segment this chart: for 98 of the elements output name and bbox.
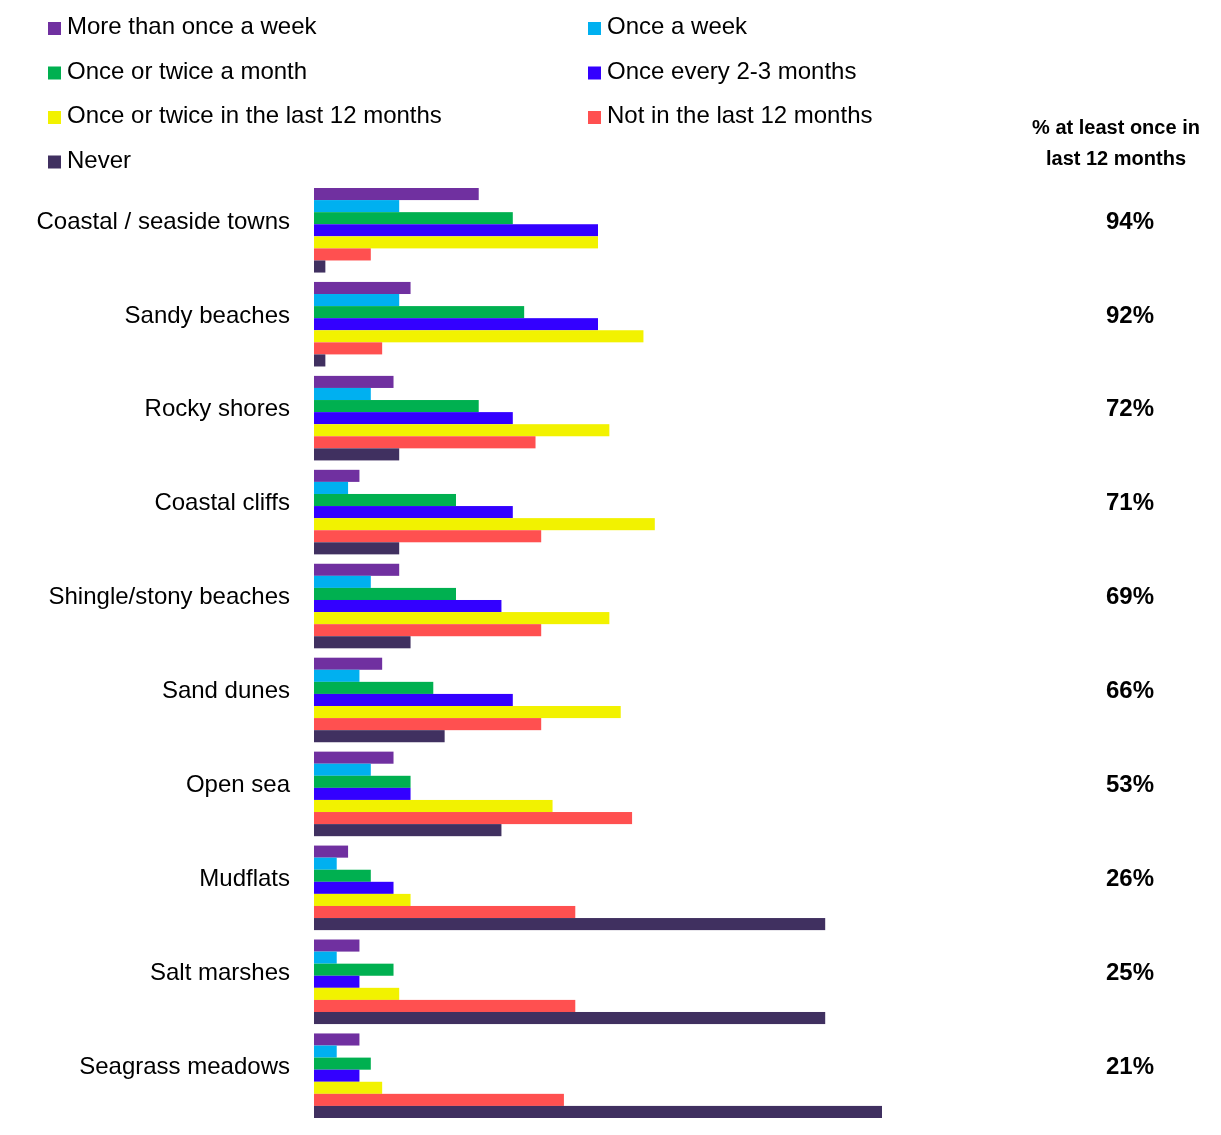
bar [314,575,371,588]
text: 66% [1105,676,1155,704]
bar [314,845,349,858]
legend-label: Once or twice a month [67,56,308,84]
bar [314,224,598,237]
text: 53% [1105,770,1155,798]
bar [314,212,513,225]
bar [314,1069,360,1082]
legend-label: Once a week [607,12,749,40]
text: 72% [1105,394,1155,422]
bar [314,260,326,273]
bar [314,469,360,482]
bar [314,188,479,201]
y-tick-label: Sand dunes [161,676,290,704]
bar [314,624,542,637]
y-tick-label: Mudflats [199,864,290,892]
bar [314,787,411,800]
bar [314,599,502,613]
bar [314,812,633,825]
text: 25% [1105,958,1155,986]
bar [314,1011,826,1025]
bar [314,306,525,319]
bar [314,1057,371,1070]
bar [314,354,326,367]
bar [314,1033,360,1046]
bar [314,448,400,461]
y-tick-label: Salt marshes [149,958,290,986]
legend-label: Never [67,145,132,173]
bar [314,706,621,719]
y-tick-label: Shingle/stony beaches [48,582,290,610]
bar [314,681,434,694]
bar [314,1081,383,1094]
bar [314,799,553,813]
bar [314,1093,564,1106]
legend-label: Not in the last 12 months [607,101,873,129]
bar [314,963,394,976]
bar [314,718,542,731]
bar [314,612,610,625]
bar [314,939,360,952]
text: 71% [1105,488,1155,516]
bar [314,493,456,507]
bar [314,412,513,425]
bar [314,693,513,707]
text: 21% [1105,1052,1155,1080]
bar [314,330,644,343]
text: 94% [1105,206,1155,234]
bar [314,318,598,331]
bar [314,424,610,437]
bar [314,824,502,837]
bar [314,869,371,882]
bar [314,248,371,261]
text: 69% [1105,582,1155,610]
y-tick-label: Sandy beaches [124,300,290,328]
bar [314,281,411,295]
bar [314,1045,337,1058]
bar [314,893,411,906]
bar [314,636,411,649]
text: 92% [1105,300,1155,328]
bar [314,481,349,494]
bar [314,400,479,413]
y-tick-label: Coastal / seaside towns [36,206,290,234]
bar [314,375,394,388]
bar [314,200,400,213]
bar [314,542,400,555]
bar [314,763,371,776]
bar [314,951,337,964]
bar [314,387,371,401]
bar [314,236,598,249]
legend-label: More than once a week [67,12,318,40]
bar [314,506,513,519]
bar [314,669,360,682]
bar [314,987,400,1000]
bar [314,905,576,919]
bar [314,999,576,1012]
bar [314,751,394,764]
y-tick-label: Rocky shores [144,394,290,422]
bar [314,563,400,576]
bar [314,975,360,988]
bar [314,775,411,788]
bar [314,436,536,449]
legend-label: Once every 2-3 months [607,56,857,84]
y-tick-label: Coastal cliffs [154,488,290,516]
text: % at least once in last 12 months [1032,116,1200,169]
bar [314,342,383,355]
bar [314,730,445,743]
text: 26% [1105,864,1155,892]
legend-label: Once or twice in the last 12 months [67,101,442,129]
bar [314,881,394,894]
bar [314,857,337,870]
bar [314,657,383,670]
bar [314,294,400,307]
y-tick-label: Open sea [185,770,291,798]
bar [314,1105,882,1118]
y-tick-label: Seagrass meadows [79,1052,290,1080]
bar [314,918,826,931]
bar [314,530,542,543]
bar [314,518,655,531]
bar [314,587,456,600]
